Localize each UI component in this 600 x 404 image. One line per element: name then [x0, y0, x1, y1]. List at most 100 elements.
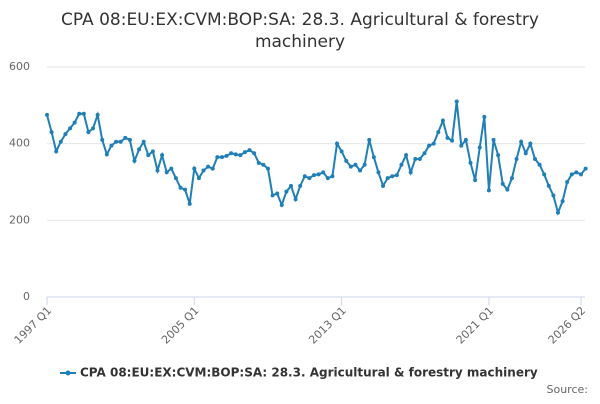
data-point	[160, 153, 165, 158]
data-point	[187, 201, 192, 206]
data-point	[408, 170, 413, 175]
data-point	[491, 137, 496, 142]
data-point	[312, 173, 316, 178]
data-point	[417, 157, 422, 161]
data-point	[284, 189, 289, 194]
data-point	[579, 172, 583, 177]
data-point	[473, 178, 478, 183]
data-point	[339, 149, 344, 154]
data-point	[321, 170, 326, 175]
data-point	[463, 137, 468, 142]
data-point	[123, 135, 128, 140]
data-point	[307, 176, 312, 181]
data-point	[353, 162, 358, 167]
data-point	[468, 160, 473, 165]
data-point	[169, 166, 174, 171]
data-point	[583, 166, 588, 171]
data-point	[316, 172, 321, 177]
data-point	[509, 176, 514, 181]
source: Source:	[547, 383, 589, 396]
data-point	[413, 157, 418, 161]
data-point	[381, 183, 386, 188]
data-point	[546, 183, 551, 188]
chart-title: CPA 08:EU:EX:CVM:BOP:SA: 28.3. Agricultu…	[61, 10, 539, 52]
data-point	[514, 157, 519, 161]
data-point	[390, 174, 395, 179]
data-point	[486, 188, 491, 193]
data-point	[150, 149, 155, 154]
legend-marker	[65, 370, 71, 376]
data-point	[298, 183, 303, 188]
data-point	[367, 137, 372, 142]
data-point	[247, 148, 252, 153]
x-tick-label: 2026 Q2	[546, 304, 589, 347]
data-point	[275, 191, 280, 196]
data-point	[358, 168, 363, 173]
data-point	[104, 152, 109, 157]
data-point	[54, 149, 59, 154]
data-point	[127, 137, 132, 142]
data-point	[178, 185, 183, 190]
series-line	[46, 101, 587, 216]
data-point	[146, 153, 151, 158]
data-point	[482, 114, 487, 119]
data-point	[569, 172, 574, 177]
data-point	[270, 193, 275, 198]
data-point	[114, 139, 119, 144]
data-point	[224, 153, 229, 158]
data-point	[252, 151, 257, 156]
data-point	[436, 130, 441, 135]
data-point	[404, 153, 409, 158]
data-point	[477, 145, 482, 150]
data-point	[523, 151, 528, 156]
data-point	[519, 139, 524, 144]
data-point	[77, 111, 82, 116]
data-point	[196, 176, 201, 181]
data-point	[95, 112, 100, 117]
data-point	[265, 166, 270, 171]
x-tick-label: 1997 Q1	[12, 304, 55, 347]
data-point	[325, 176, 330, 181]
data-point	[137, 147, 142, 152]
data-point	[293, 197, 298, 202]
y-tick-label: 200	[9, 213, 30, 226]
data-point	[45, 112, 49, 117]
data-point	[454, 99, 459, 104]
data-point	[445, 135, 450, 140]
data-point	[551, 193, 556, 198]
data-point	[560, 199, 565, 204]
data-point	[376, 170, 381, 175]
data-point	[72, 120, 77, 125]
data-point	[459, 143, 464, 148]
data-point	[192, 166, 197, 171]
data-point	[555, 210, 560, 215]
data-point	[565, 180, 570, 184]
data-point	[206, 164, 211, 169]
data-point	[256, 160, 261, 165]
legend-label: CPA 08:EU:EX:CVM:BOP:SA: 28.3. Agricultu…	[80, 366, 538, 380]
data-point	[81, 111, 86, 116]
data-point	[215, 155, 220, 160]
data-point	[422, 151, 427, 156]
data-point	[399, 162, 404, 167]
data-point	[532, 157, 537, 161]
data-point	[91, 126, 96, 131]
y-tick-label: 600	[9, 60, 30, 73]
data-point	[201, 168, 206, 173]
data-point	[118, 139, 123, 144]
y-tick-label: 400	[9, 137, 30, 150]
x-tick-label: 2013 Q1	[306, 304, 349, 347]
data-point	[348, 164, 353, 169]
data-point	[335, 141, 340, 146]
data-point	[229, 151, 234, 156]
data-point	[173, 176, 178, 181]
data-point	[63, 132, 68, 137]
data-point	[440, 118, 445, 123]
data-point	[68, 126, 73, 131]
data-point	[86, 130, 91, 135]
x-tick-label: 2021 Q1	[454, 304, 497, 347]
data-point	[279, 203, 284, 207]
data-point	[261, 162, 266, 167]
data-point	[528, 141, 533, 146]
